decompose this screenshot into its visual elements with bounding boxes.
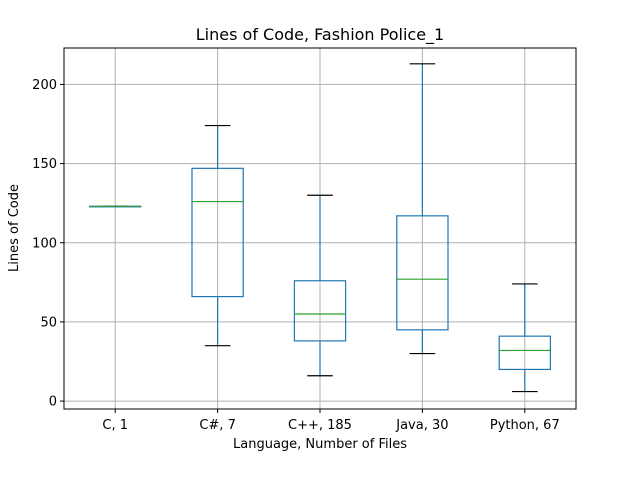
x-axis-label: Language, Number of Files	[233, 437, 407, 452]
grid-lines	[64, 48, 576, 409]
y-tick-label: 200	[32, 78, 57, 93]
box-iqr	[293, 280, 347, 342]
y-tick-label: 0	[49, 395, 57, 410]
y-tick-label: 100	[32, 236, 57, 251]
chart-title: Lines of Code, Fashion Police_1	[196, 25, 444, 45]
x-tick-label: C++, 185	[288, 418, 352, 433]
box-iqr	[396, 215, 449, 331]
x-tick-label: Java, 30	[395, 418, 448, 433]
x-tick-label: Python, 67	[490, 418, 560, 433]
boxes-layer	[88, 63, 552, 393]
y-tick-label: 50	[40, 315, 57, 330]
y-axis-label: Lines of Code	[7, 184, 22, 272]
x-tick-label: C, 1	[102, 418, 128, 433]
x-tick-label: C#, 7	[199, 418, 236, 433]
x-axis-ticks: C, 1 C#, 7 C++, 185 Java, 30 Python, 67	[102, 409, 560, 433]
y-axis-ticks: 0 50 100 150 200	[32, 78, 64, 410]
box-iqr	[191, 167, 244, 298]
y-tick-label: 150	[32, 157, 57, 172]
box-iqr	[498, 335, 552, 371]
